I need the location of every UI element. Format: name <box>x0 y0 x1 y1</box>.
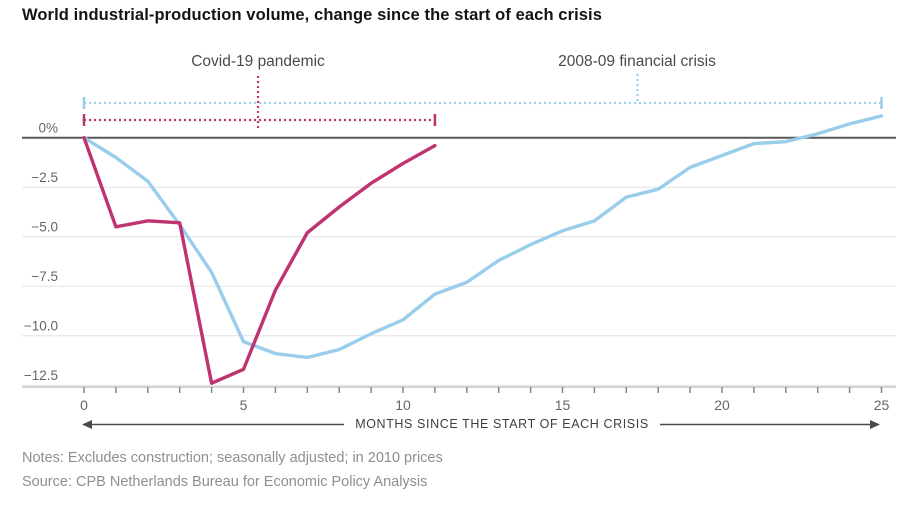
y-tick-label: −7.5 <box>31 269 58 284</box>
series-line-financial-crisis <box>82 114 884 360</box>
y-tick-label: −10.0 <box>24 319 58 334</box>
arrow-head-right-icon <box>870 420 880 429</box>
x-tick-label: 20 <box>714 397 730 413</box>
annotation-label-covid: Covid-19 pandemic <box>191 53 325 70</box>
chart-source: Source: CPB Netherlands Bureau for Econo… <box>22 474 428 490</box>
y-tick-label: 0% <box>38 121 58 136</box>
x-tick-label: 0 <box>80 397 88 413</box>
x-tick-label: 10 <box>395 397 411 413</box>
y-tick-label: −5.0 <box>31 220 58 235</box>
plot-area: 0% −2.5 −5.0 −7.5 −10.0 −12.5 0 5 10 15 20 25 <box>22 74 896 429</box>
arrow-head-left-icon <box>82 420 92 429</box>
series-line-covid <box>82 135 437 385</box>
chart-title: World industrial-production volume, chan… <box>22 6 603 24</box>
y-tick-label: −2.5 <box>31 170 58 185</box>
x-tick-label: 5 <box>240 397 248 413</box>
y-tick-label: −12.5 <box>24 368 58 383</box>
x-tick-label: 15 <box>555 397 571 413</box>
x-tick-label: 25 <box>874 397 890 413</box>
chart-notes: Notes: Excludes construction; seasonally… <box>22 450 443 466</box>
x-axis-title: MONTHS SINCE THE START OF EACH CRISIS <box>355 417 649 431</box>
annotation-label-financial-crisis: 2008-09 financial crisis <box>558 53 716 70</box>
